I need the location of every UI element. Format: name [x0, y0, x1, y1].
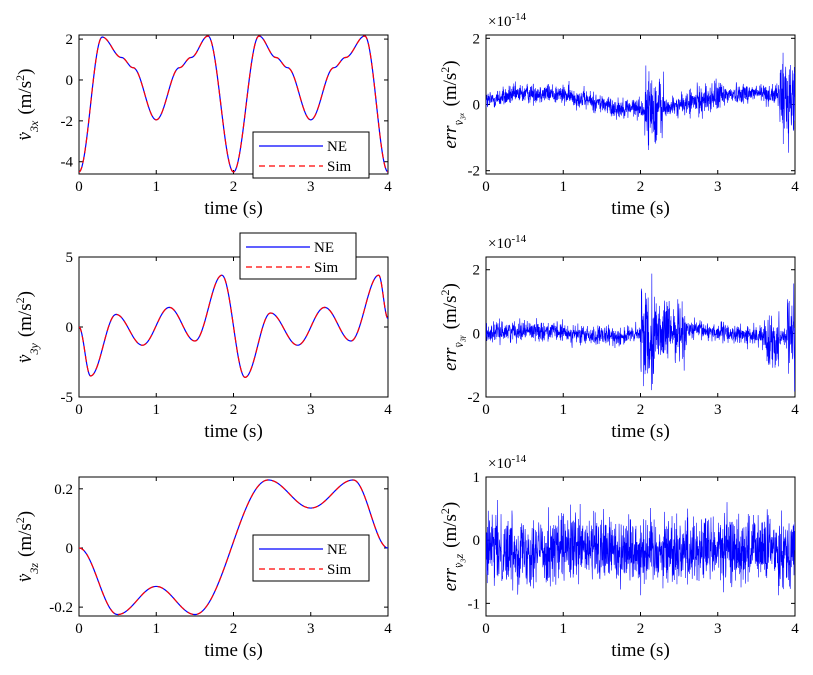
x-tick-label: 1	[153, 179, 161, 195]
x-axis-label: time (s)	[204, 421, 263, 442]
legend-label-ne: NE	[314, 240, 334, 256]
axis-multiplier: ×10-14	[488, 233, 527, 252]
x-tick-label: 4	[791, 402, 799, 418]
y-tick-label: -2	[468, 164, 481, 180]
x-tick-label: 0	[75, 621, 83, 637]
x-tick-label: 0	[482, 621, 490, 637]
axis-multiplier: ×10-14	[488, 453, 527, 472]
axes-box	[485, 34, 796, 175]
legend-label-sim: Sim	[327, 562, 352, 578]
x-tick-label: 0	[75, 179, 83, 195]
y-axis-label: errv̈₃ᵧ(m/s2)	[438, 283, 466, 371]
x-tick-label: 4	[384, 402, 392, 418]
series-error-line	[486, 499, 795, 596]
y-tick-label: 5	[66, 250, 74, 266]
legend-box	[252, 534, 370, 582]
x-axis-label: time (s)	[611, 640, 670, 661]
y-tick-label: 0.2	[54, 482, 73, 498]
x-tick-label: 0	[75, 402, 83, 418]
y-tick-label: -2	[468, 390, 481, 406]
y-tick-label: 0	[66, 73, 74, 89]
y-tick-label: -4	[61, 155, 74, 171]
x-tick-label: 2	[230, 621, 238, 637]
y-tick-label: 0	[66, 541, 74, 557]
legend-label-ne: NE	[327, 542, 347, 558]
x-tick-label: 2	[637, 402, 645, 418]
legend: NE Sim	[239, 232, 357, 280]
x-tick-label: 1	[560, 402, 568, 418]
legend-box	[252, 131, 370, 179]
y-axis-label: v̈3z(m/s2)	[13, 511, 41, 582]
x-tick-label: 1	[560, 621, 568, 637]
y-tick-label: -5	[61, 390, 74, 406]
y-axis-label: v̈3x(m/s2)	[13, 69, 41, 141]
x-tick-label: 1	[560, 179, 568, 195]
x-axis-label: time (s)	[204, 198, 263, 219]
y-tick-label: 0	[473, 326, 481, 342]
y-tick-label: 2	[473, 31, 481, 47]
x-tick-label: 3	[714, 179, 722, 195]
series-sim-line	[79, 274, 388, 379]
x-tick-label: 3	[714, 621, 722, 637]
y-tick-label: 1	[473, 470, 481, 486]
series-error-line	[486, 273, 795, 392]
x-tick-label: 2	[230, 179, 238, 195]
x-tick-label: 4	[791, 621, 799, 637]
y-tick-label: 2	[473, 263, 481, 279]
x-tick-label: 2	[637, 179, 645, 195]
legend-label-ne: NE	[327, 139, 347, 155]
x-tick-label: 1	[153, 621, 161, 637]
y-axis-label: v̈3y(m/s2)	[13, 291, 41, 363]
y-tick-label: -1	[468, 596, 481, 612]
x-axis-label: time (s)	[611, 198, 670, 219]
y-tick-label: 0	[473, 533, 481, 549]
x-tick-label: 3	[714, 402, 722, 418]
x-tick-label: 0	[482, 402, 490, 418]
series-sim-line	[79, 35, 388, 173]
series-error-line	[486, 52, 795, 153]
x-tick-label: 3	[307, 402, 315, 418]
y-axis-label: errv̈₃ₓ(m/s2)	[438, 60, 466, 148]
plot-p1: 0 1 2 3 4 2 0 -2 -4 time (s) v̈3x(m/s2) NE Sim	[13, 32, 392, 219]
y-axis-label: errv̈₃z(m/s2)	[438, 502, 466, 592]
x-tick-label: 2	[230, 402, 238, 418]
series-sim-line	[79, 479, 388, 616]
y-tick-label: 0	[473, 98, 481, 114]
x-tick-label: 2	[637, 621, 645, 637]
x-tick-label: 0	[482, 179, 490, 195]
legend: NE Sim	[252, 534, 370, 582]
y-tick-label: -2	[61, 114, 74, 130]
legend: NE Sim	[252, 131, 370, 179]
legend-label-sim: Sim	[327, 159, 352, 175]
y-tick-label: 0	[66, 320, 74, 336]
x-tick-label: 4	[384, 621, 392, 637]
x-tick-label: 1	[153, 402, 161, 418]
axis-multiplier: ×10-14	[488, 11, 527, 30]
x-axis-label: time (s)	[611, 421, 670, 442]
axes-box	[485, 256, 796, 398]
x-tick-label: 4	[384, 179, 392, 195]
y-tick-label: 2	[66, 32, 74, 48]
x-tick-label: 4	[791, 179, 799, 195]
y-tick-label: -0.2	[49, 600, 73, 616]
x-tick-label: 3	[307, 621, 315, 637]
legend-box	[239, 232, 357, 280]
x-tick-label: 3	[307, 179, 315, 195]
x-axis-label: time (s)	[204, 640, 263, 661]
legend-label-sim: Sim	[314, 260, 339, 276]
